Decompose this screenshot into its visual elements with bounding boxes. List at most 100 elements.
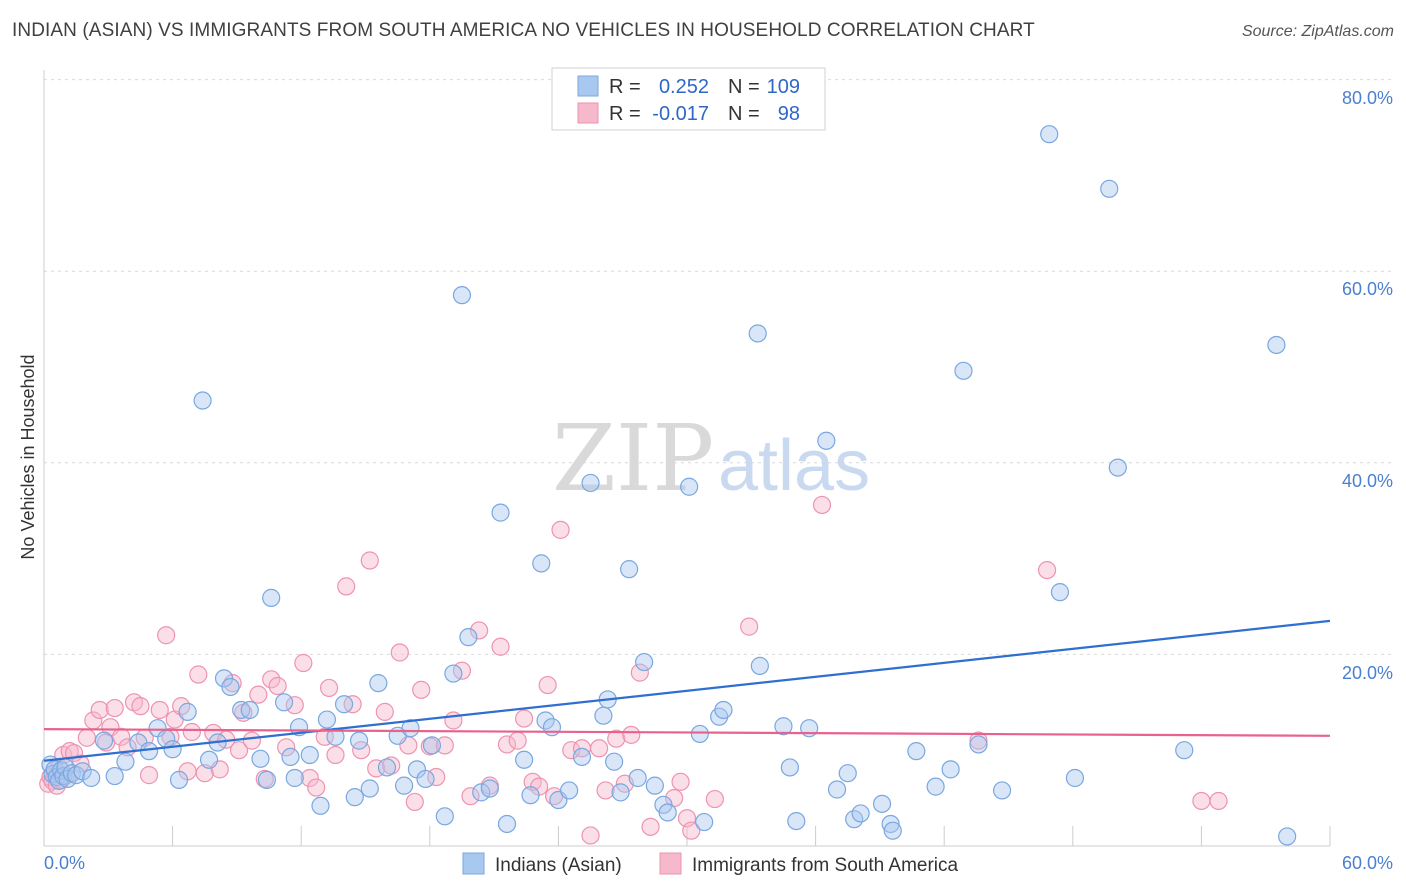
data-point-indians xyxy=(416,769,435,789)
data-point-south-america xyxy=(375,702,394,721)
data-point-indians xyxy=(645,776,664,795)
legend-n-value: 98 xyxy=(778,103,800,125)
data-point-south-america xyxy=(360,551,379,570)
data-point-indians xyxy=(714,700,733,720)
data-point-indians xyxy=(680,477,699,496)
data-point-south-america xyxy=(150,700,169,720)
data-point-indians xyxy=(1100,179,1119,198)
legend-box: R = 0.252 N = 109 R = -0.017 N = 98 xyxy=(551,67,826,131)
data-point-indians xyxy=(827,780,847,799)
data-point-south-america xyxy=(1192,791,1211,811)
trend-line-indians xyxy=(43,619,1331,762)
data-point-south-america xyxy=(671,772,690,791)
data-point-indians xyxy=(941,760,960,779)
data-point-indians xyxy=(178,702,197,721)
data-point-indians xyxy=(838,764,857,783)
data-point-indians xyxy=(281,747,300,767)
data-point-indians xyxy=(491,503,510,522)
data-point-indians xyxy=(345,788,364,807)
grid-lines xyxy=(44,79,1393,655)
data-point-indians xyxy=(532,554,551,573)
data-point-south-america xyxy=(412,680,431,699)
data-point-south-america xyxy=(515,709,534,728)
data-point-south-america xyxy=(1209,791,1228,811)
data-point-indians xyxy=(628,768,647,788)
data-point-indians xyxy=(748,324,767,343)
data-point-south-america xyxy=(139,766,159,785)
data-point-indians xyxy=(883,821,902,840)
bottom-legend-label: Indians (Asian) xyxy=(495,855,622,876)
data-point-indians xyxy=(1175,741,1194,760)
data-point-south-america xyxy=(405,792,424,812)
data-point-indians xyxy=(82,768,101,788)
data-point-south-america xyxy=(705,789,724,809)
data-point-indians xyxy=(169,770,189,789)
data-point-indians xyxy=(787,811,806,831)
y-tick-label: 80.0% xyxy=(1342,88,1393,108)
data-point-indians xyxy=(274,693,294,712)
x-tick-label-min: 0.0% xyxy=(44,853,85,873)
data-point-south-america xyxy=(326,745,345,765)
data-point-indians xyxy=(317,710,337,729)
data-point-indians xyxy=(954,361,973,380)
data-point-indians xyxy=(221,677,240,697)
series-indians-points xyxy=(41,125,1297,846)
data-point-south-america xyxy=(131,697,150,716)
data-point-indians xyxy=(780,758,799,777)
data-point-indians xyxy=(349,731,369,750)
data-point-indians xyxy=(139,742,159,761)
data-point-south-america xyxy=(182,722,201,742)
data-point-indians xyxy=(695,812,714,832)
source-label: Source: ZipAtlas.com xyxy=(1241,23,1394,40)
data-point-indians xyxy=(444,664,463,683)
data-point-indians xyxy=(750,656,769,675)
data-point-south-america xyxy=(461,787,480,806)
data-point-south-america xyxy=(319,678,339,698)
series-south-america-points xyxy=(39,495,1228,845)
data-point-indians xyxy=(620,560,639,579)
data-point-south-america xyxy=(268,676,287,696)
trend-line-south-america xyxy=(43,728,1331,737)
data-point-south-america xyxy=(469,621,489,640)
y-axis-tick-labels: 20.0% 40.0% 60.0% 80.0% xyxy=(1342,88,1393,683)
data-point-indians xyxy=(257,770,277,789)
data-point-south-america xyxy=(740,617,759,636)
x-axis-ticks xyxy=(43,826,1331,846)
data-point-indians xyxy=(251,749,270,768)
data-point-indians xyxy=(521,786,540,805)
data-point-indians xyxy=(163,740,182,759)
data-point-south-america xyxy=(622,725,641,744)
data-point-indians xyxy=(542,718,562,737)
data-point-indians xyxy=(658,803,677,822)
data-point-south-america xyxy=(285,696,304,715)
data-point-south-america xyxy=(508,731,527,750)
data-point-south-america xyxy=(112,727,131,746)
data-point-indians xyxy=(285,768,304,788)
data-point-indians xyxy=(311,796,330,815)
data-point-indians xyxy=(611,783,630,802)
legend-r-label: R = xyxy=(609,103,641,125)
legend-r-value: 0.252 xyxy=(659,76,709,98)
data-point-indians xyxy=(515,750,534,769)
data-point-south-america xyxy=(300,768,319,788)
data-point-south-america xyxy=(277,738,296,757)
data-point-south-america xyxy=(105,698,124,718)
data-point-south-america xyxy=(189,665,208,684)
data-point-south-america xyxy=(242,731,262,750)
chart-title: INDIAN (ASIAN) VS IMMIGRANTS FROM SOUTH … xyxy=(12,20,1035,41)
data-point-indians xyxy=(497,814,517,834)
watermark-atlas: atlas xyxy=(718,426,870,506)
data-point-south-america xyxy=(491,637,510,656)
data-point-south-america xyxy=(90,700,109,720)
data-point-indians xyxy=(635,652,654,672)
y-tick-label: 40.0% xyxy=(1342,471,1393,491)
data-point-indians xyxy=(472,783,491,802)
data-point-south-america xyxy=(630,663,649,682)
data-point-south-america xyxy=(497,735,517,754)
data-point-indians xyxy=(452,286,472,305)
data-point-indians xyxy=(199,750,219,769)
data-point-indians xyxy=(116,752,135,771)
data-point-indians xyxy=(480,779,499,798)
bottom-legend-label: Immigrants from South America xyxy=(692,855,959,876)
data-point-indians xyxy=(422,736,442,755)
